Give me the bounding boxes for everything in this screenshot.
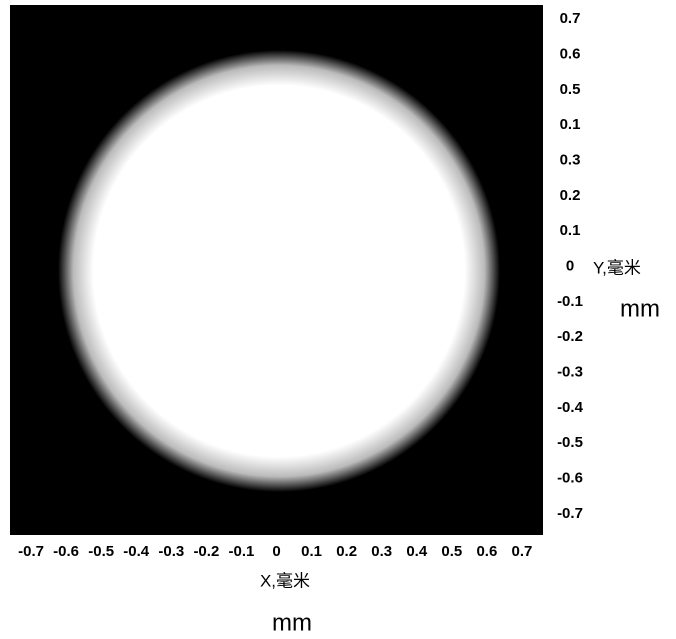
x-tick-label: -0.2	[193, 543, 219, 560]
y-tick-label: 0.2	[560, 187, 581, 204]
y-tick-label: -0.6	[557, 469, 583, 486]
y-tick-label: -0.2	[557, 328, 583, 345]
y-tick-label: 0.1	[560, 116, 581, 133]
y-tick-label: 0	[566, 257, 574, 274]
beam-spot	[58, 50, 500, 492]
y-tick-label: -0.5	[557, 434, 583, 451]
y-tick-label: 0.7	[560, 10, 581, 27]
x-tick-label: -0.4	[123, 543, 150, 560]
x-axis-label: X,毫米	[260, 571, 310, 590]
x-tick-label: -0.1	[229, 543, 255, 560]
x-tick-label: 0.3	[371, 543, 392, 560]
y-axis-unit: mm	[620, 295, 660, 322]
x-tick-label: 0.6	[476, 543, 497, 560]
y-tick-label: -0.4	[557, 399, 584, 416]
x-tick-label: 0.2	[336, 543, 357, 560]
y-tick-label: 0.1	[560, 222, 581, 239]
y-tick-label: -0.3	[557, 363, 583, 380]
y-tick-label: 0.3	[560, 151, 581, 168]
y-axis-label: Y,毫米	[593, 258, 641, 277]
x-tick-label: 0.1	[301, 543, 322, 560]
y-tick-label: 0.5	[560, 81, 581, 98]
x-tick-label: 0	[272, 543, 280, 560]
x-tick-label: 0.4	[406, 543, 428, 560]
x-tick-label: 0.5	[441, 543, 462, 560]
x-axis-unit: mm	[272, 609, 312, 636]
x-tick-label: -0.7	[18, 543, 44, 560]
y-tick-label: -0.1	[557, 293, 583, 310]
y-tick-label: 0.6	[560, 45, 581, 62]
x-tick-label: -0.6	[53, 543, 79, 560]
y-tick-label: -0.7	[557, 505, 583, 522]
x-tick-label: -0.3	[158, 543, 184, 560]
x-tick-label: 0.7	[512, 543, 533, 560]
x-tick-label: -0.5	[88, 543, 114, 560]
